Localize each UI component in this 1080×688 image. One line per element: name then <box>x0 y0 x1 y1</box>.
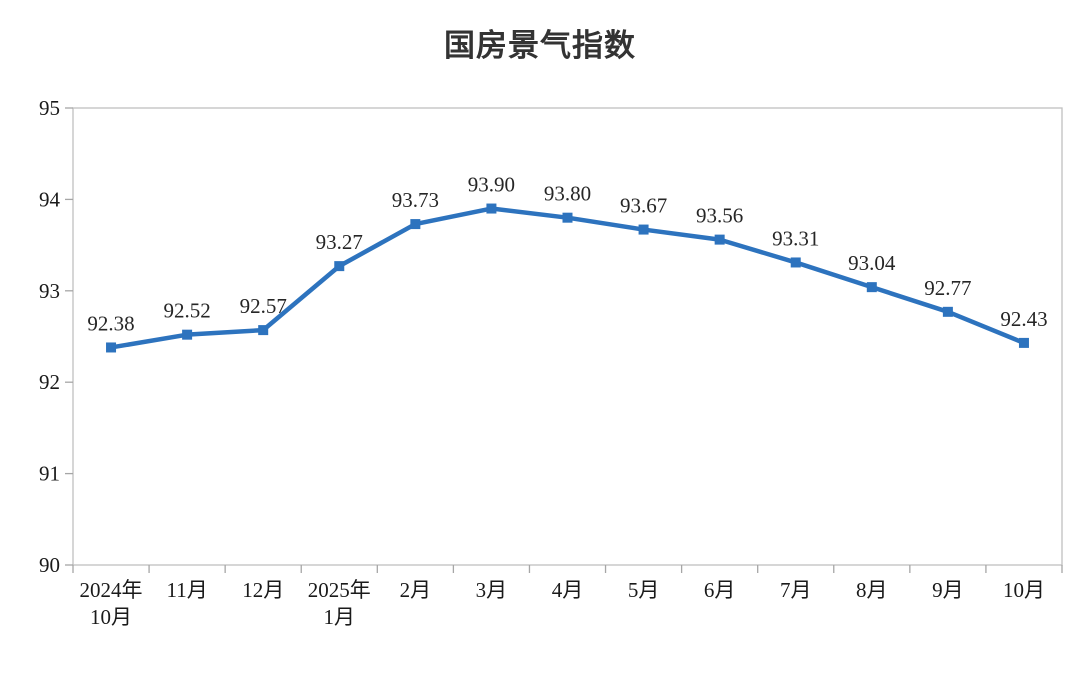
x-axis-tick-label: 9月 <box>932 578 964 602</box>
data-point-label: 93.56 <box>696 204 743 228</box>
data-point-label: 93.27 <box>316 230 363 254</box>
x-axis-tick-label: 10月 <box>1003 578 1045 602</box>
x-axis-tick-label: 5月 <box>628 578 660 602</box>
y-axis-tick-label: 91 <box>39 462 60 486</box>
x-axis-tick-label: 2月 <box>400 578 432 602</box>
data-line <box>108 206 1027 350</box>
x-axis-tick-label: 11月 <box>166 578 207 602</box>
data-point-marker <box>182 329 193 340</box>
data-point-label: 92.38 <box>87 311 134 335</box>
data-point-label: 93.73 <box>392 188 439 212</box>
x-axis-tick-label: 7月 <box>780 578 812 602</box>
y-axis-tick-label: 93 <box>39 279 60 303</box>
chart-title: 国房景气指数 <box>444 28 636 64</box>
y-axis-tick-label: 95 <box>39 96 60 120</box>
x-axis-tick-label: 12月 <box>242 578 284 602</box>
data-point-marker <box>1018 337 1029 348</box>
data-point-label: 93.04 <box>848 251 896 275</box>
data-point-marker <box>106 342 117 353</box>
y-axis-tick-label: 90 <box>39 553 60 577</box>
x-axis-tick-label: 6月 <box>704 578 736 602</box>
x-axis-tick-label: 2024年 10月 <box>80 578 143 629</box>
data-point-label: 93.31 <box>772 226 819 250</box>
x-axis-tick-label: 3月 <box>476 578 508 602</box>
data-point-label: 92.52 <box>163 299 210 323</box>
data-point-marker <box>942 306 953 317</box>
data-point-label: 93.90 <box>468 173 515 197</box>
data-point-marker <box>790 257 801 268</box>
plot-area-border <box>72 107 1063 566</box>
y-axis-tick-label: 94 <box>39 187 61 211</box>
data-point-label: 93.80 <box>544 182 591 206</box>
data-point-marker <box>410 219 421 230</box>
data-point-marker <box>562 212 573 223</box>
x-axis-tick-label: 8月 <box>856 578 888 602</box>
data-point-marker <box>714 234 725 245</box>
data-point-marker <box>638 224 649 235</box>
data-point-marker <box>258 325 269 336</box>
data-point-label: 93.67 <box>620 194 667 218</box>
data-point-marker <box>334 261 345 272</box>
data-point-label: 92.57 <box>240 294 287 318</box>
x-axis-tick-label: 2025年 1月 <box>308 578 371 629</box>
data-point-marker <box>866 282 877 293</box>
data-point-label: 92.77 <box>924 276 971 300</box>
data-point-marker <box>486 203 497 214</box>
data-point-label: 92.43 <box>1000 307 1047 331</box>
y-axis-tick-label: 92 <box>39 370 60 394</box>
x-axis-tick-label: 4月 <box>552 578 584 602</box>
